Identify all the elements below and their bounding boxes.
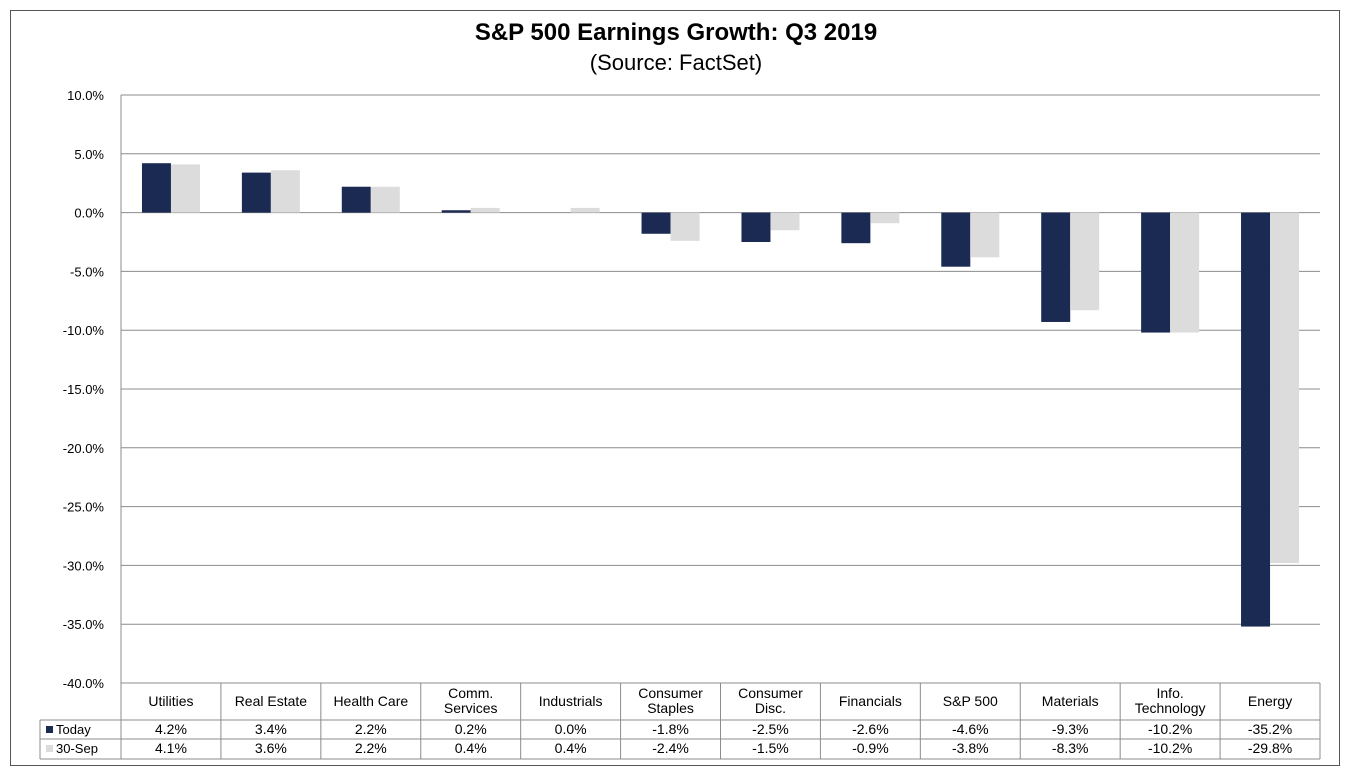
category-label: Consumer Disc. (738, 685, 803, 716)
category-label: Materials (1042, 693, 1099, 709)
chart-title: S&P 500 Earnings Growth: Q3 2019 (474, 19, 878, 46)
chart-frame (10, 10, 1340, 766)
bar-30-sep (1270, 212, 1300, 564)
bar-30-sep (870, 212, 900, 224)
category-label: Health Care (333, 693, 408, 709)
category-label: S&P 500 (943, 693, 998, 709)
data-label: -10.2% (1148, 740, 1192, 756)
data-label: 0.4% (455, 740, 487, 756)
y-tick-label: -5.0% (70, 264, 104, 279)
data-label: -2.6% (852, 721, 889, 737)
chart-subtitle: (Source: FactSet) (589, 50, 763, 75)
data-label: 4.2% (155, 721, 187, 737)
y-tick-label: -25.0% (63, 500, 105, 515)
bar-30-sep (1070, 212, 1100, 311)
legend-label: 30-Sep (56, 741, 98, 756)
data-label: -3.8% (952, 740, 989, 756)
data-label: 0.4% (555, 740, 587, 756)
bar-today (241, 172, 271, 213)
bar-today (841, 212, 871, 244)
bar-today (641, 212, 671, 234)
data-label: -0.9% (852, 740, 889, 756)
data-label: -35.2% (1248, 721, 1292, 737)
data-label: 3.6% (255, 740, 287, 756)
category-label: Real Estate (235, 693, 308, 709)
bar-today (741, 212, 771, 242)
bar-today (941, 212, 971, 267)
data-label: 4.1% (155, 740, 187, 756)
category-label: Utilities (148, 693, 193, 709)
y-tick-label: 5.0% (74, 147, 104, 162)
bar-today (1041, 212, 1071, 322)
data-label: -1.8% (652, 721, 689, 737)
bar-30-sep (1170, 212, 1200, 333)
legend-key (46, 726, 53, 733)
y-tick-label: -35.0% (63, 617, 105, 632)
bar-30-sep (370, 186, 400, 213)
y-tick-label: -20.0% (63, 441, 105, 456)
category-label: Consumer Staples (638, 685, 703, 716)
bar-30-sep (570, 207, 600, 213)
bar-today (441, 210, 471, 213)
bar-30-sep (670, 212, 700, 241)
y-tick-label: 0.0% (74, 206, 104, 221)
bar-30-sep (970, 212, 1000, 258)
data-label: -8.3% (1052, 740, 1089, 756)
data-label: -2.5% (752, 721, 789, 737)
legend-key (46, 745, 53, 752)
bar-today (341, 186, 371, 213)
bar-30-sep (470, 207, 500, 213)
category-label: Info. Technology (1135, 685, 1206, 716)
data-label: -10.2% (1148, 721, 1192, 737)
data-label: -9.3% (1052, 721, 1089, 737)
data-label: -29.8% (1248, 740, 1292, 756)
y-tick-label: -15.0% (63, 382, 105, 397)
category-label: Financials (839, 693, 902, 709)
data-label: 0.0% (555, 721, 587, 737)
data-label: 2.2% (355, 740, 387, 756)
category-label: Comm. Services (444, 685, 498, 716)
bar-30-sep (170, 164, 200, 213)
data-label: -1.5% (752, 740, 789, 756)
category-label: Energy (1248, 693, 1292, 709)
bar-today (1141, 212, 1171, 333)
category-label: Industrials (539, 693, 603, 709)
y-tick-label: -10.0% (63, 323, 105, 338)
data-label: 2.2% (355, 721, 387, 737)
data-label: 0.2% (455, 721, 487, 737)
data-label: -2.4% (652, 740, 689, 756)
legend-label: Today (56, 722, 91, 737)
y-tick-label: -30.0% (63, 558, 105, 573)
bar-today (1241, 212, 1271, 627)
y-tick-label: 10.0% (67, 88, 104, 103)
bar-30-sep (770, 212, 800, 231)
data-label: 3.4% (255, 721, 287, 737)
y-tick-label: -40.0% (63, 676, 105, 691)
bar-today (141, 163, 171, 213)
data-label: -4.6% (952, 721, 989, 737)
bar-30-sep (270, 170, 300, 213)
